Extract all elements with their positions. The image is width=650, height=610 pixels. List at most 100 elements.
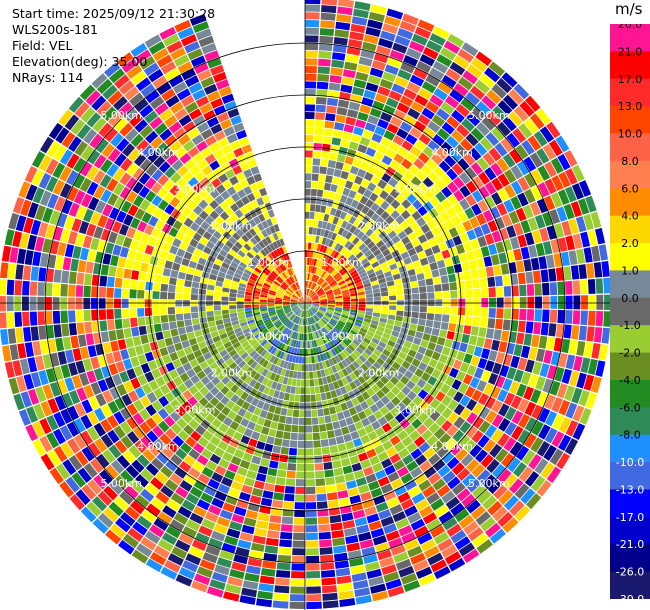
velocity-gate <box>382 362 391 371</box>
velocity-gate <box>249 550 264 560</box>
velocity-gate <box>270 286 278 291</box>
velocity-gate <box>247 282 255 287</box>
velocity-gate <box>319 166 328 175</box>
velocity-gate <box>181 401 193 412</box>
velocity-gate <box>277 312 285 317</box>
velocity-gate <box>218 328 226 336</box>
velocity-gate <box>108 363 119 376</box>
velocity-gate <box>550 192 563 208</box>
velocity-gate <box>346 334 354 342</box>
velocity-gate <box>278 288 286 293</box>
velocity-gate <box>277 333 284 341</box>
velocity-gate <box>397 28 414 40</box>
velocity-gate <box>223 591 240 602</box>
velocity-gate <box>139 199 151 211</box>
velocity-gate <box>245 445 256 455</box>
velocity-gate <box>91 286 99 298</box>
velocity-gate <box>387 230 397 240</box>
velocity-gate <box>429 196 440 208</box>
velocity-gate <box>307 341 310 349</box>
velocity-gate <box>308 281 311 289</box>
velocity-gate <box>400 573 418 585</box>
velocity-gate <box>318 309 326 313</box>
velocity-gate <box>517 192 529 207</box>
velocity-gate <box>46 415 59 431</box>
velocity-gate <box>230 384 240 394</box>
velocity-gate <box>160 315 169 323</box>
velocity-gate <box>411 287 419 294</box>
velocity-gate <box>267 303 275 307</box>
velocity-gate <box>132 412 145 426</box>
velocity-gate <box>479 137 494 152</box>
velocity-gate <box>310 308 316 314</box>
velocity-gate <box>235 388 244 397</box>
velocity-gate <box>319 261 325 269</box>
velocity-gate <box>115 267 125 278</box>
velocity-gate <box>253 287 262 292</box>
velocity-gate <box>353 126 364 136</box>
velocity-gate <box>171 546 188 559</box>
velocity-gate <box>118 539 135 555</box>
velocity-gate <box>225 390 235 400</box>
velocity-gate <box>305 341 308 349</box>
velocity-gate <box>549 139 563 157</box>
velocity-gate <box>312 303 320 305</box>
velocity-gate <box>227 108 240 119</box>
velocity-gate <box>245 288 253 293</box>
velocity-gate <box>587 278 596 294</box>
velocity-gate <box>378 509 392 520</box>
velocity-gate <box>305 303 307 310</box>
velocity-gate <box>488 147 502 162</box>
velocity-gate <box>200 76 215 88</box>
velocity-gate <box>305 299 312 303</box>
velocity-gate <box>428 422 440 434</box>
velocity-gate <box>42 384 54 400</box>
velocity-gate <box>481 297 489 308</box>
velocity-gate <box>341 289 349 294</box>
velocity-gate <box>267 295 275 299</box>
velocity-gate <box>7 263 17 279</box>
velocity-gate <box>286 311 293 317</box>
velocity-gate <box>216 112 230 123</box>
velocity-gate <box>46 432 60 449</box>
velocity-gate <box>345 366 353 375</box>
velocity-gate <box>470 162 484 176</box>
velocity-gate <box>340 287 349 292</box>
velocity-gate <box>137 220 148 233</box>
velocity-gate <box>380 137 392 148</box>
velocity-gate <box>221 291 229 297</box>
velocity-gate <box>315 362 320 371</box>
velocity-gate <box>404 294 412 300</box>
velocity-gate <box>310 316 315 324</box>
velocity-gate <box>230 222 240 232</box>
velocity-gate <box>399 20 417 33</box>
velocity-gate <box>318 321 324 328</box>
velocity-gate <box>351 413 361 423</box>
velocity-gate <box>164 166 177 179</box>
velocity-gate <box>312 371 318 379</box>
velocity-gate <box>357 452 369 462</box>
velocity-gate <box>61 323 70 337</box>
velocity-gate <box>284 493 295 502</box>
velocity-gate <box>305 348 308 356</box>
velocity-gate <box>219 332 228 340</box>
velocity-gate <box>332 216 339 225</box>
velocity-gate <box>175 189 187 201</box>
velocity-gate <box>268 309 276 313</box>
velocity-gate <box>108 501 124 517</box>
velocity-gate <box>280 326 287 333</box>
velocity-gate <box>305 303 308 310</box>
velocity-gate <box>143 62 160 77</box>
velocity-gate <box>226 133 238 144</box>
velocity-gate <box>210 268 219 276</box>
velocity-gate <box>326 276 333 283</box>
velocity-gate <box>496 121 511 137</box>
velocity-gate <box>374 196 385 206</box>
velocity-gate <box>237 334 246 341</box>
velocity-gate <box>261 238 269 247</box>
velocity-gate <box>274 321 282 327</box>
velocity-gate <box>593 262 603 278</box>
velocity-gate <box>422 264 431 273</box>
velocity-gate <box>179 224 190 234</box>
velocity-gate <box>462 70 478 85</box>
